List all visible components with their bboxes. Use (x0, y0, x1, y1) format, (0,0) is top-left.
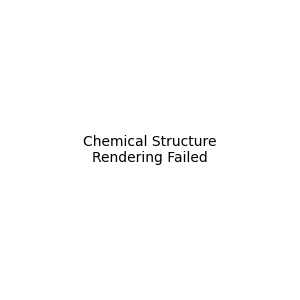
Text: Chemical Structure
Rendering Failed: Chemical Structure Rendering Failed (83, 135, 217, 165)
